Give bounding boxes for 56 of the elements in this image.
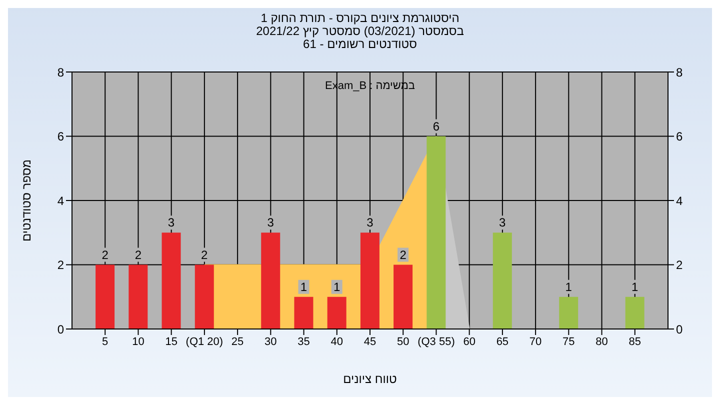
y-tick-label: 6 xyxy=(57,130,64,144)
chart-title: היסטוגרמת ציונים בקורס - תורת החוק 1 xyxy=(260,11,460,25)
x-tick-label: (Q3 55) xyxy=(418,336,455,348)
x-tick-label: 85 xyxy=(628,336,642,348)
x-tick-label: 65 xyxy=(496,336,509,348)
x-tick-label: 15 xyxy=(165,336,178,348)
bar xyxy=(625,296,644,329)
y-tick-label: 4 xyxy=(57,194,64,208)
x-tick-label: 5 xyxy=(102,336,108,348)
data-label: 6 xyxy=(432,119,440,134)
x-tick-label: 40 xyxy=(330,336,344,348)
x-tick-label: (Q1 20) xyxy=(186,336,224,348)
y2-tick-label: 2 xyxy=(676,258,683,272)
bar xyxy=(492,232,512,329)
x-tick-label: 75 xyxy=(562,336,575,348)
bar xyxy=(194,264,214,329)
x-tick-label: 30 xyxy=(264,336,277,348)
x-tick-label: 45 xyxy=(364,336,376,348)
bar xyxy=(128,264,148,329)
chart-subtitle: בסמסטר (03/2021) סמסטר קיץ 2021/22 סטודנטים רשומים - 61 xyxy=(255,24,465,51)
data-label: 1 xyxy=(300,280,308,294)
x-tick-label: 60 xyxy=(463,336,476,348)
data-label: 2 xyxy=(400,248,407,262)
y-tick-label: 0 xyxy=(57,322,64,336)
x-tick-label: 80 xyxy=(596,336,608,348)
data-label: 3 xyxy=(366,216,374,230)
x-tick-label: 10 xyxy=(132,336,144,348)
y2-tick-label: 8 xyxy=(676,65,683,80)
data-label: 1 xyxy=(565,280,572,294)
x-axis-title: טווח ציונים xyxy=(343,372,398,386)
bar xyxy=(394,264,413,329)
y-tick-label: 8 xyxy=(57,65,64,80)
bar xyxy=(559,296,578,329)
bar xyxy=(327,296,346,329)
y-tick-label: 2 xyxy=(57,258,64,272)
y-axis-title: מספר סטודנטים xyxy=(19,159,34,242)
bar xyxy=(360,232,380,329)
data-label: 2 xyxy=(134,248,142,262)
data-label: 2 xyxy=(102,248,109,262)
bar xyxy=(96,264,115,329)
data-label: 3 xyxy=(168,216,175,230)
data-label: 1 xyxy=(333,280,340,294)
x-tick-label: 70 xyxy=(529,336,542,348)
data-label: 2 xyxy=(201,248,208,262)
x-tick-label: 35 xyxy=(298,336,310,348)
data-label: 1 xyxy=(631,280,638,294)
y2-tick-label: 6 xyxy=(676,130,683,144)
data-label: 3 xyxy=(499,216,506,230)
y2-tick-label: 0 xyxy=(676,322,683,336)
bar xyxy=(162,232,181,329)
x-tick-label: 50 xyxy=(396,336,410,348)
data-label: 3 xyxy=(267,216,274,230)
y2-tick-label: 4 xyxy=(676,194,683,208)
x-tick-label: 25 xyxy=(231,336,244,348)
bar xyxy=(294,296,314,329)
bar xyxy=(261,232,280,329)
